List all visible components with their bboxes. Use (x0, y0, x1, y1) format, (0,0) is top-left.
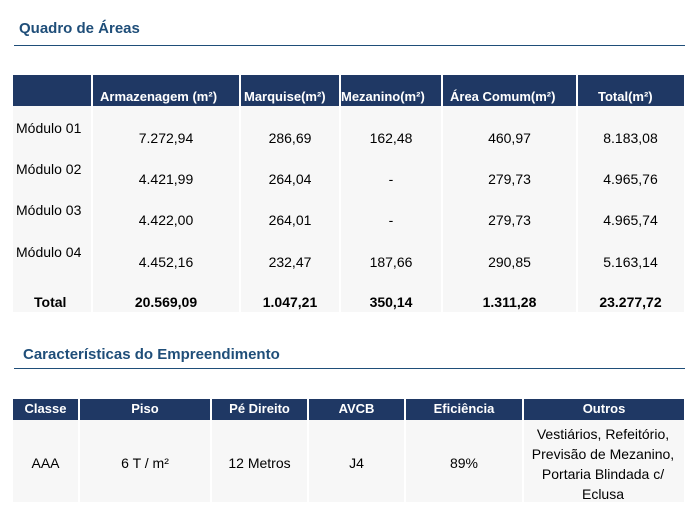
title-rule (14, 368, 685, 369)
header-area-comum: Área Comum(m²) (450, 89, 556, 104)
cell-armazenagem: 4.452,16 (138, 254, 194, 270)
section-title-areas: Quadro de Áreas (19, 20, 140, 37)
header-divider (404, 399, 406, 420)
column-divider (576, 106, 578, 312)
outros-line: Eclusa (581, 486, 625, 502)
header-divider (210, 399, 212, 420)
characteristics-table-header: Classe Piso Pé Direito AVCB Eficiência O… (13, 399, 684, 420)
cell-armazenagem: 7.272,94 (138, 130, 194, 146)
header-divider (91, 75, 93, 106)
header-marquise: Marquise(m²) (244, 89, 326, 104)
cell-marquise: 232,47 (268, 254, 312, 270)
header-divider (441, 75, 443, 106)
row-label-total: Total (34, 294, 67, 310)
column-divider (339, 106, 341, 312)
cell-area-comum: 279,73 (488, 171, 531, 187)
header-outros: Outros (582, 401, 626, 416)
header-divider (239, 75, 241, 106)
column-divider (404, 420, 406, 502)
header-total: Total(m²) (598, 89, 653, 104)
section-title-caracteristicas: Características do Empreendimento (23, 346, 280, 363)
areas-table-body (13, 106, 684, 312)
cell-total-area-comum: 1.311,28 (482, 294, 537, 310)
header-armazenagem: Armazenagem (m²) (100, 89, 218, 104)
areas-table-header: Armazenagem (m²) Marquise(m²) Mezanino(m… (13, 75, 684, 106)
cell-armazenagem: 4.421,99 (138, 171, 194, 187)
cell-total: 4.965,76 (603, 171, 658, 187)
column-divider (91, 106, 93, 312)
column-divider (210, 420, 212, 502)
header-divider (576, 75, 578, 106)
cell-armazenagem: 4.422,00 (138, 212, 194, 228)
cell-grand-total: 23.277,72 (599, 294, 662, 310)
cell-marquise: 264,04 (268, 171, 312, 187)
column-divider (239, 106, 241, 312)
column-divider (78, 420, 80, 502)
cell-marquise: 286,69 (268, 130, 312, 146)
cell-total-marquise: 1.047,21 (262, 294, 318, 310)
header-divider (78, 399, 80, 420)
cell-area-comum: 279,73 (488, 212, 531, 228)
cell-mezanino: 187,66 (369, 254, 413, 270)
column-divider (522, 420, 524, 502)
row-label-modulo-01: Módulo 01 (16, 120, 82, 136)
header-classe: Classe (24, 401, 67, 416)
header-pe-direito: Pé Direito (229, 401, 290, 416)
title-rule (14, 45, 685, 46)
cell-area-comum: 460,97 (488, 130, 531, 146)
column-divider (307, 420, 309, 502)
cell-total-armazenagem: 20.569,09 (134, 294, 198, 310)
row-label-modulo-02: Módulo 02 (16, 161, 82, 177)
outros-line: Vestiários, Refeitório, (536, 426, 670, 442)
header-divider (522, 399, 524, 420)
cell-marquise: 264,01 (268, 212, 312, 228)
cell-avcb: J4 (349, 455, 364, 471)
cell-piso: 6 T / m² (121, 455, 169, 471)
header-piso: Piso (131, 401, 159, 416)
header-avcb: AVCB (338, 401, 375, 416)
header-eficiencia: Eficiência (433, 401, 495, 416)
cell-area-comum: 290,85 (488, 254, 531, 270)
characteristics-table-body (13, 420, 684, 502)
outros-line: Previsão de Mezanino, (531, 446, 675, 462)
cell-mezanino: - (388, 212, 394, 228)
cell-total: 5.163,14 (603, 254, 658, 270)
header-divider (339, 75, 341, 106)
cell-eficiencia: 89% (449, 455, 479, 471)
column-divider (441, 106, 443, 312)
cell-total: 4.965,74 (603, 212, 658, 228)
header-mezanino: Mezanino(m²) (341, 89, 425, 104)
cell-mezanino: 162,48 (369, 130, 413, 146)
cell-classe: AAA (31, 455, 60, 471)
cell-total: 8.183,08 (603, 130, 658, 146)
cell-outros: Vestiários, Refeitório, Previsão de Meza… (522, 424, 684, 504)
row-label-modulo-03: Módulo 03 (16, 202, 82, 218)
outros-line: Portaria Blindada c/ (541, 466, 665, 482)
cell-pe-direito: 12 Metros (228, 455, 291, 471)
cell-mezanino: - (388, 171, 394, 187)
cell-total-mezanino: 350,14 (369, 294, 413, 310)
header-divider (307, 399, 309, 420)
row-label-modulo-04: Módulo 04 (16, 244, 82, 260)
